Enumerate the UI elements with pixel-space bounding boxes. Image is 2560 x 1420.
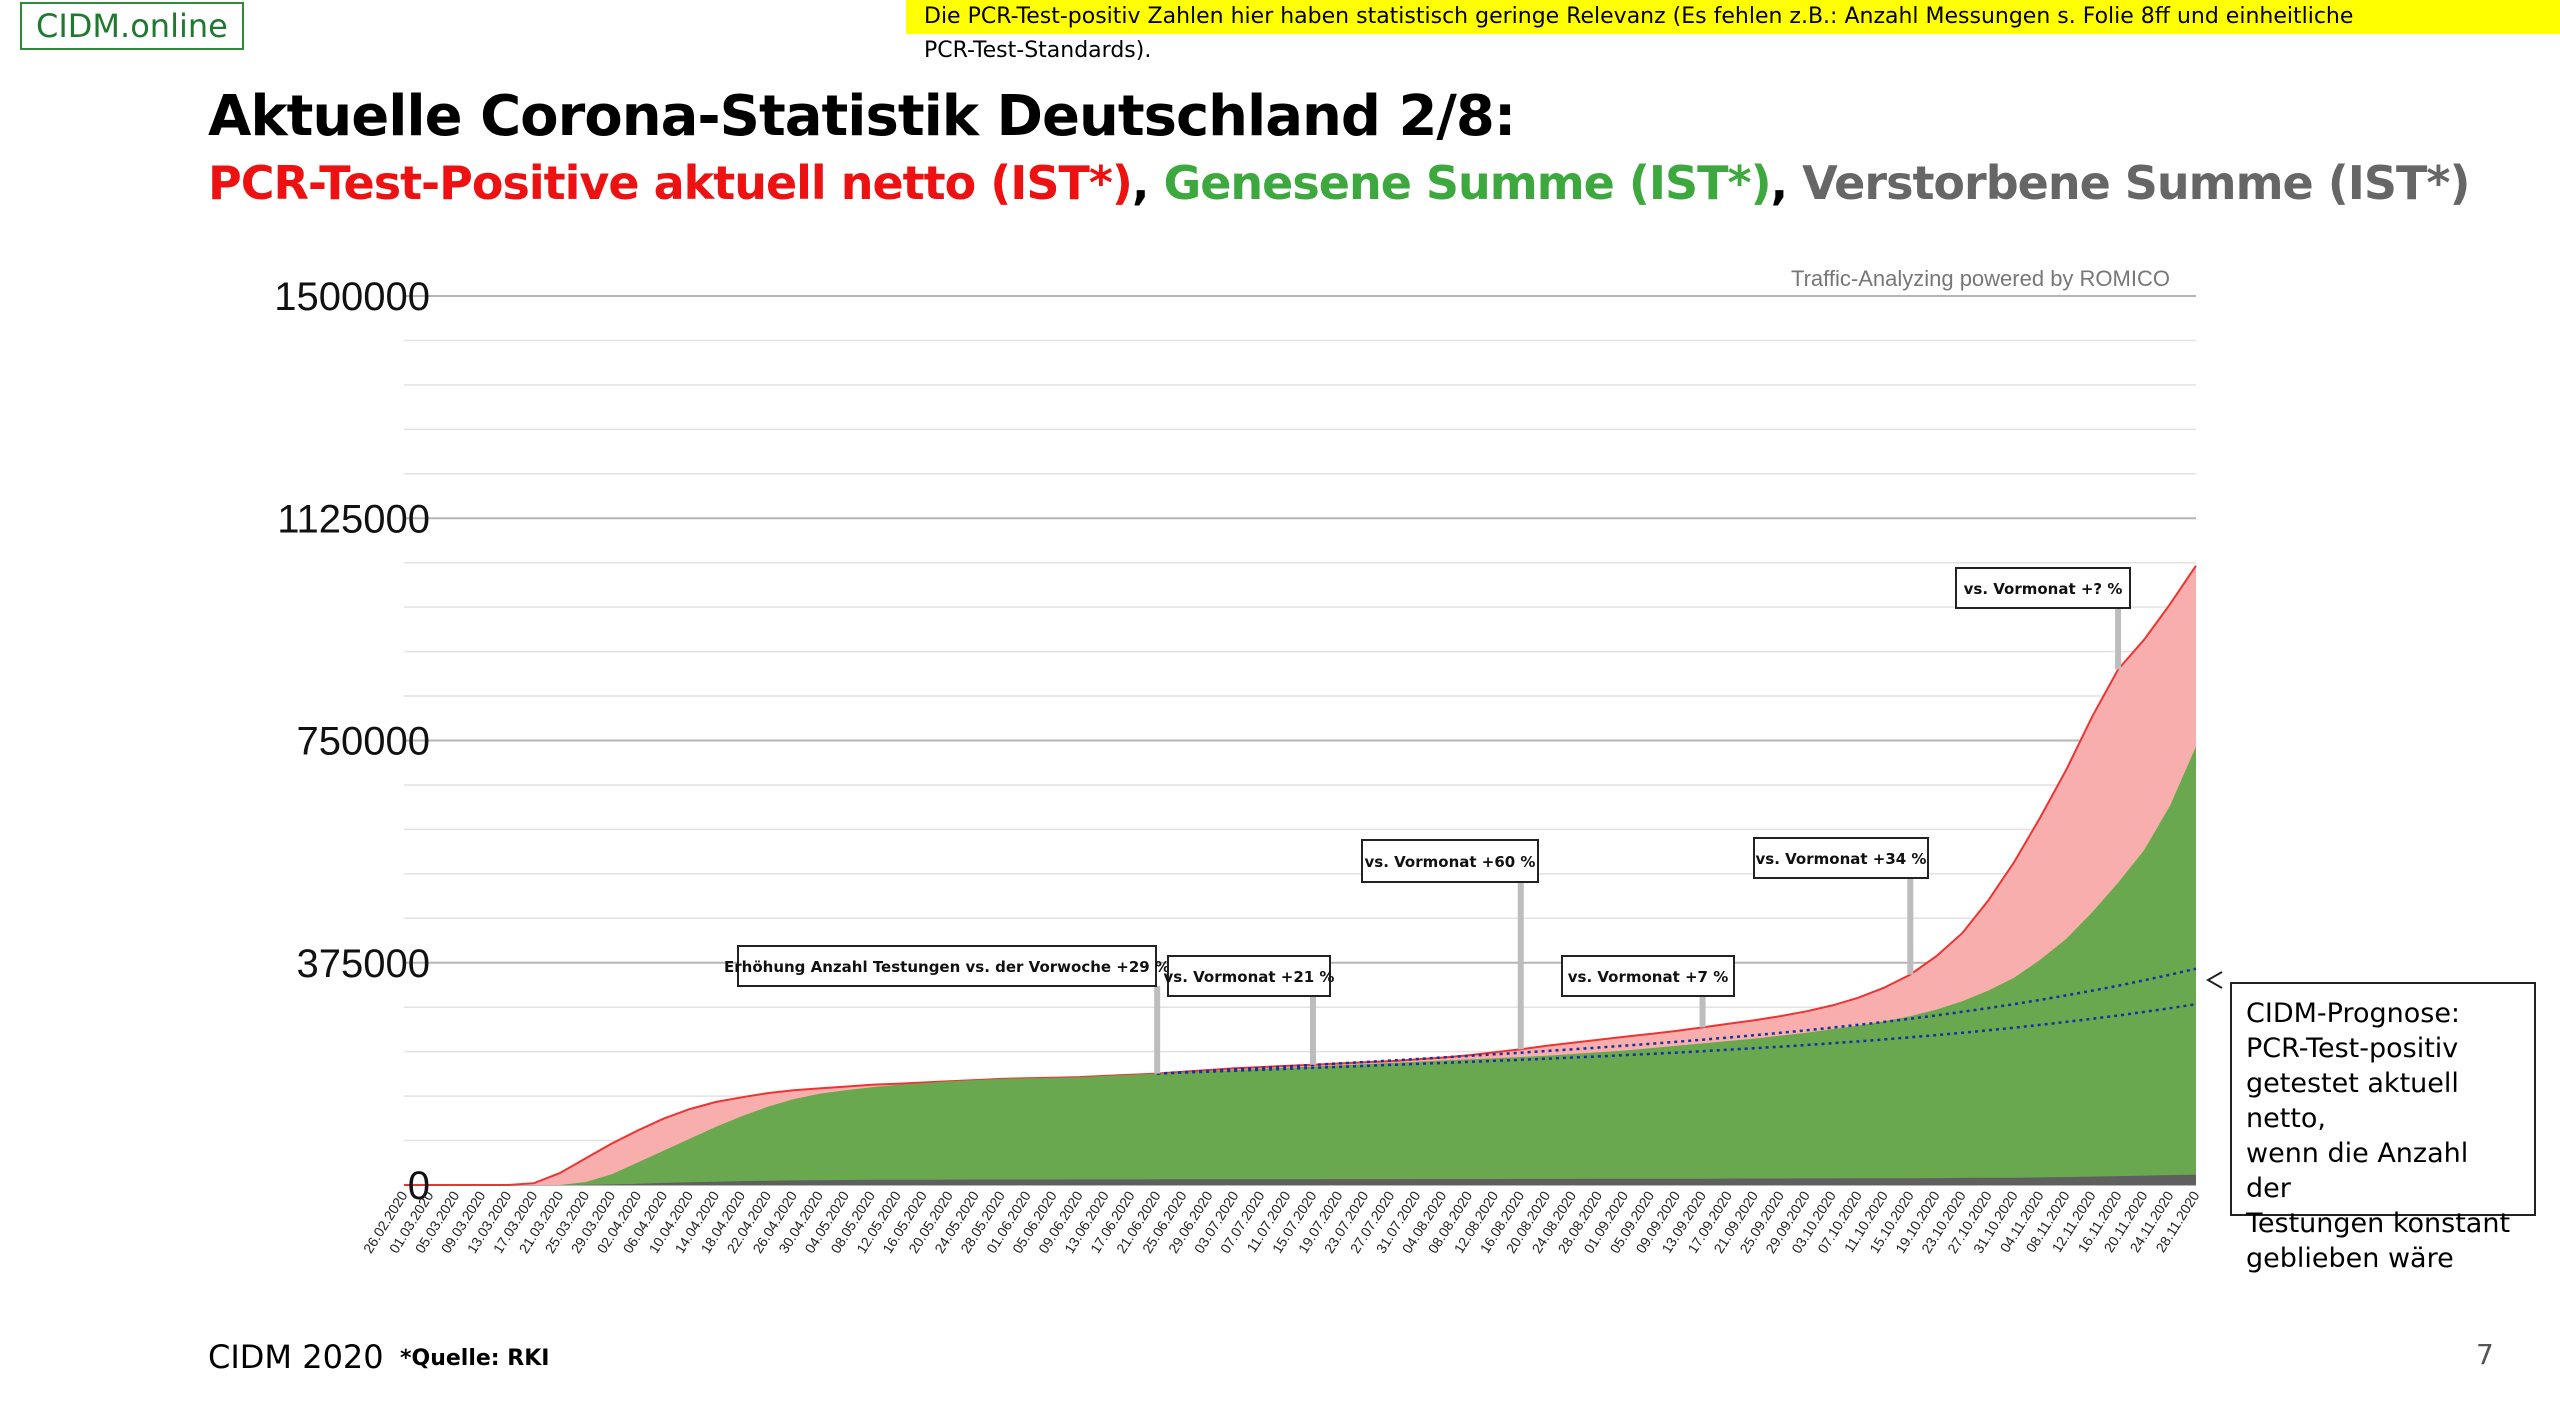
- y-tick-label: 0: [408, 1164, 430, 1208]
- y-tick-label: 1500000: [274, 275, 430, 319]
- areas: [404, 565, 2197, 1186]
- annotation-box: [1167, 955, 1331, 997]
- positive-area: [404, 565, 2196, 1185]
- page-number: 7: [2476, 1338, 2494, 1371]
- annotation-box: [1753, 837, 1929, 879]
- y-tick-label: 1125000: [277, 497, 430, 541]
- annotation-callout: vs. Vormonat +21 %: [1164, 955, 1335, 1065]
- relevance-note: Die PCR-Test-positiv Zahlen hier haben s…: [906, 0, 2560, 34]
- footer-source: *Quelle: RKI: [400, 1346, 550, 1371]
- annotation-callout: Erhöhung Anzahl Testungen vs. der Vorwoc…: [724, 945, 1170, 1074]
- annotation-callout: vs. Vormonat +7 %: [1561, 955, 1735, 1028]
- positive-line: [404, 565, 2197, 1186]
- x-axis: 26.02.202001.03.202005.03.202009.03.2020…: [360, 1188, 2203, 1256]
- y-tick-label: 375000: [297, 942, 430, 986]
- annotation-text: vs. Vormonat +60 %: [1365, 853, 1536, 871]
- annotation-callout: vs. Vormonat +60 %: [1361, 839, 1539, 1050]
- y-axis: 0 375000 750000 1125000 1500000: [274, 275, 430, 1208]
- watermark: Traffic-Analyzing powered by ROMICO: [1791, 266, 2170, 291]
- subtitle-positive: PCR-Test-Positive aktuell netto (IST*): [208, 156, 1133, 210]
- annotation-box: [1361, 839, 1539, 883]
- annotation-callout: vs. Vormonat +34 %: [1753, 837, 1929, 975]
- recovered-area: [404, 746, 2196, 1185]
- forecast-legend-box: CIDM-Prognose: PCR-Test-positiv getestet…: [2230, 982, 2536, 1274]
- subtitle-sep-1: ,: [1131, 156, 1164, 210]
- annotation-box: [1561, 955, 1735, 997]
- page-subtitle: PCR-Test-Positive aktuell netto (IST*), …: [208, 156, 2471, 210]
- forecast-line-4: wenn die Anzahl der: [2246, 1138, 2469, 1204]
- annotation-text: vs. Vormonat +7 %: [1568, 968, 1729, 986]
- forecast-line-6: geblieben wäre: [2246, 1243, 2454, 1274]
- page-title: Aktuelle Corona-Statistik Deutschland 2/…: [208, 84, 1516, 149]
- forecast-upper-line: [1157, 967, 2197, 1075]
- annotation-text: vs. Vormonat +? %: [1964, 580, 2123, 598]
- annotation-box: [737, 945, 1157, 987]
- annotations: Erhöhung Anzahl Testungen vs. der Vorwoc…: [724, 567, 2223, 1074]
- annotation-box: [1955, 567, 2131, 609]
- forecast-line-3: getestet aktuell netto,: [2246, 1068, 2459, 1134]
- annotation-text: vs. Vormonat +34 %: [1756, 850, 1927, 868]
- y-tick-label: 750000: [297, 720, 430, 764]
- cidm-logo: CIDM.online: [20, 2, 244, 50]
- forecast-lower-line: [1157, 1002, 2197, 1075]
- annotation-callout: vs. Vormonat +? %: [1955, 567, 2131, 670]
- annotation-text: vs. Vormonat +21 %: [1164, 968, 1335, 986]
- forecast-line-2: PCR-Test-positiv: [2246, 1033, 2459, 1064]
- forecast-line-5: Testungen konstant: [2246, 1208, 2511, 1239]
- annotation-text: Erhöhung Anzahl Testungen vs. der Vorwoc…: [724, 958, 1170, 976]
- subtitle-sep-2: ,: [1770, 156, 1803, 210]
- forecast-pointer-icon: [2205, 971, 2223, 989]
- forecast-line-1: CIDM-Prognose:: [2246, 998, 2461, 1029]
- subtitle-deceased: Verstorbene Summe (IST*): [1802, 156, 2470, 210]
- relevance-note-cont: PCR-Test-Standards).: [924, 38, 1152, 63]
- forecast-lines: [1157, 967, 2197, 1075]
- subtitle-recovered: Genesene Summe (IST*): [1163, 156, 1771, 210]
- deceased-area: [404, 1174, 2196, 1185]
- footer-label: CIDM 2020: [208, 1338, 384, 1376]
